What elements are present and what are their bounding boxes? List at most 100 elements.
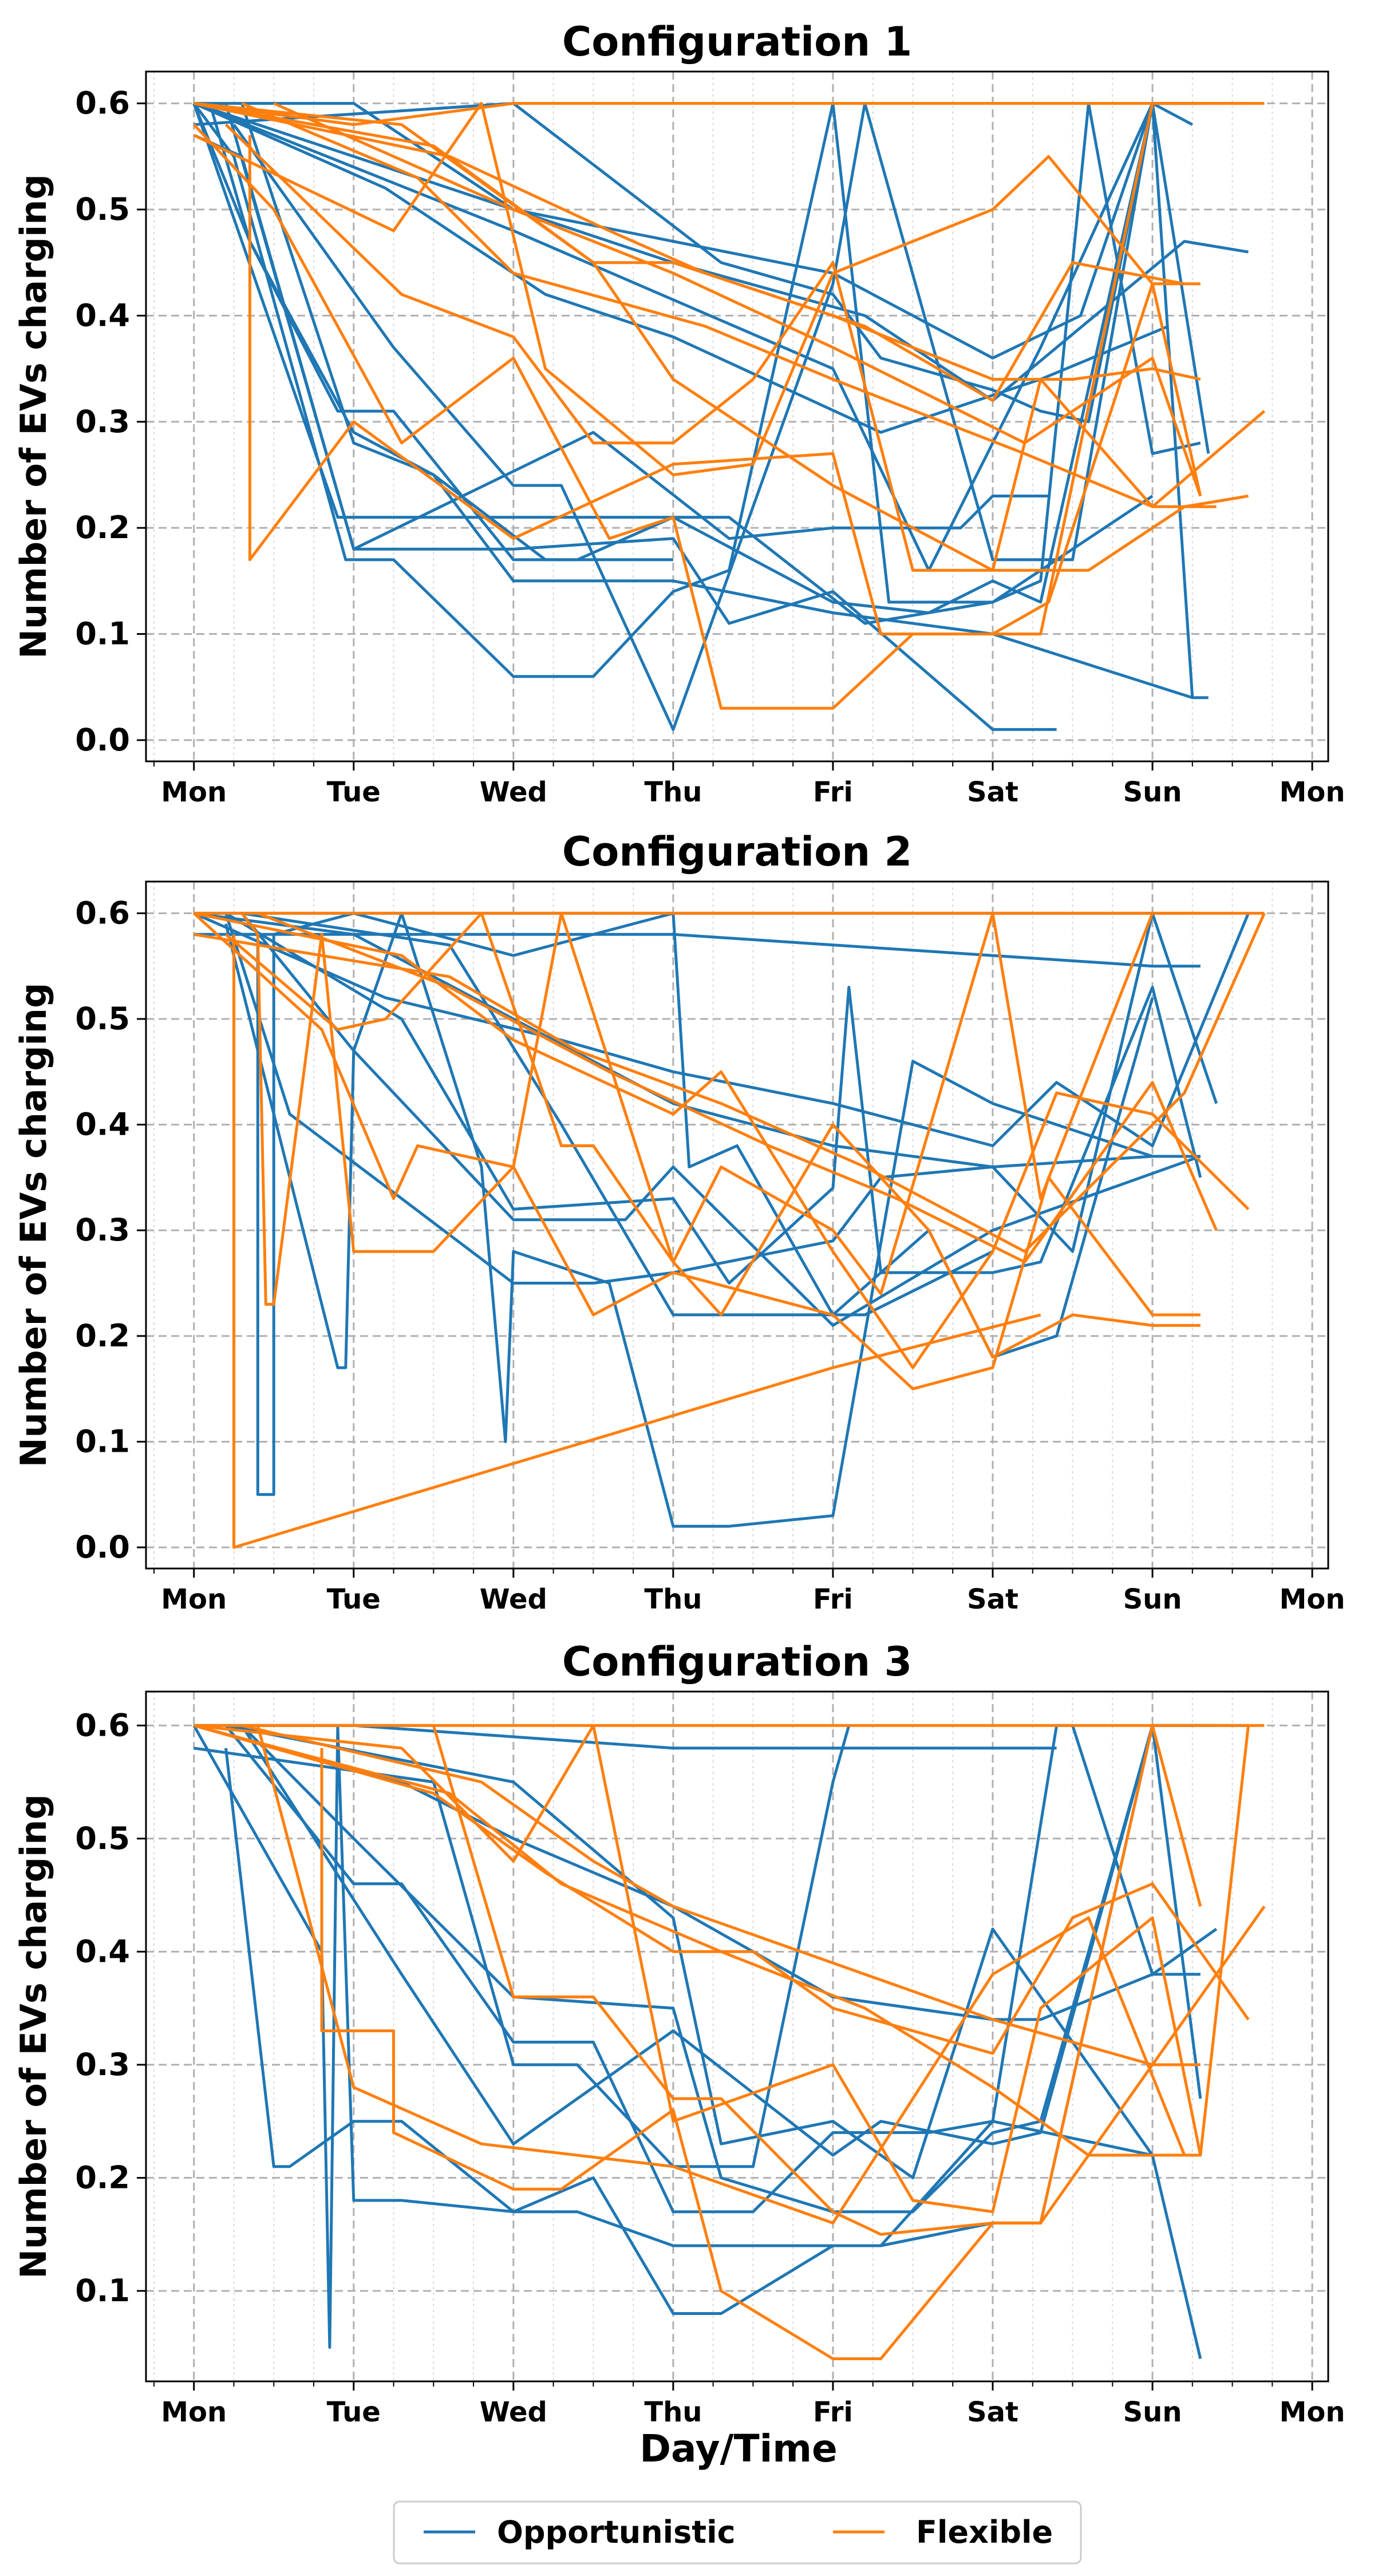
y-tick-label: 0.2 bbox=[75, 1318, 130, 1354]
grid bbox=[146, 882, 1328, 1568]
y-tick-label: 0.6 bbox=[75, 1707, 130, 1743]
series-line-opportunistic-9 bbox=[240, 102, 1193, 700]
chart-title: Configuration 2 bbox=[562, 828, 912, 875]
panels-layer: Mon Tue Wed Thu Fri Sat Sun Mon 0.0 0.1 0.2 0.3 0.4 0… bbox=[13, 18, 1345, 2428]
series-line-flexible-1 bbox=[194, 102, 1265, 127]
x-tick-label: Sun bbox=[1123, 2396, 1182, 2428]
series-line-flexible-3 bbox=[226, 1724, 1202, 2236]
x-tick-label: Sat bbox=[967, 2396, 1018, 2428]
y-tick-label: 0.2 bbox=[75, 509, 130, 546]
x-axis-label: Day/Time bbox=[639, 2427, 838, 2471]
series-layer bbox=[192, 1724, 1266, 2360]
chart-title: Configuration 1 bbox=[562, 18, 912, 65]
series-line-opportunistic-7 bbox=[226, 1724, 1154, 2179]
series-line-flexible-9 bbox=[194, 102, 1185, 402]
y-tick-label: 0.5 bbox=[75, 191, 130, 227]
series-line-opportunistic-5 bbox=[224, 911, 1218, 1285]
y-tick-label: 0.3 bbox=[75, 2046, 130, 2083]
chart-title: Configuration 3 bbox=[562, 1638, 912, 1685]
y-axis-label: Number of EVs charging bbox=[13, 174, 54, 659]
x-tick-label: Mon bbox=[1280, 1583, 1345, 1615]
y-tick-label: 0.4 bbox=[75, 1933, 130, 1969]
series-line-opportunistic-2 bbox=[192, 1724, 1202, 2360]
y-tick-label: 0.1 bbox=[75, 1423, 130, 1459]
series-line-flexible-5 bbox=[224, 911, 1201, 1359]
series-line-flexible-7 bbox=[194, 102, 1249, 572]
series-layer bbox=[193, 911, 1266, 1549]
series-line-flexible-6 bbox=[193, 102, 1202, 497]
y-tick-label: 0.6 bbox=[75, 85, 130, 121]
x-tick-label: Thu bbox=[644, 1583, 702, 1615]
x-tick-label: Wed bbox=[480, 1583, 547, 1615]
series-line-flexible-6 bbox=[194, 911, 1250, 1369]
series-line-flexible-7 bbox=[194, 1724, 1250, 2157]
series-line-opportunistic-8 bbox=[193, 912, 1250, 1147]
chart-panel-1: Mon Tue Wed Thu Fri Sat Sun Mon 0.0 0.1 0.2 0.3 0.4 0… bbox=[13, 18, 1345, 808]
y-tick-label: 0.0 bbox=[75, 1529, 130, 1565]
series-line-opportunistic-3 bbox=[232, 102, 1209, 731]
plot-frame bbox=[145, 70, 1329, 762]
x-tick-label: Tue bbox=[327, 1583, 381, 1615]
x-tick-label: Thu bbox=[644, 776, 702, 808]
series-line-flexible-7 bbox=[257, 912, 1218, 1264]
series-line-opportunistic-2 bbox=[224, 911, 1153, 1528]
x-tick-label: Tue bbox=[327, 2396, 381, 2428]
series-line-flexible-8 bbox=[194, 912, 1266, 1253]
series-line-opportunistic-9 bbox=[240, 912, 1201, 1327]
y-tick-label: 0.4 bbox=[75, 1107, 130, 1143]
series-line-opportunistic-2 bbox=[193, 133, 1057, 731]
series-line-flexible-2 bbox=[248, 135, 1201, 635]
series-opportunistic bbox=[192, 102, 1249, 731]
series-line-flexible-8 bbox=[241, 102, 1217, 508]
y-axis-label: Number of EVs charging bbox=[13, 1794, 54, 2279]
x-tick-label: Mon bbox=[161, 1583, 227, 1615]
plot-frame bbox=[145, 1690, 1329, 2383]
x-tick-label: Thu bbox=[644, 2396, 702, 2428]
series-flexible bbox=[193, 911, 1266, 1549]
chart-panel-3: Mon Tue Wed Thu Fri Sat Sun Mon 0.1 0.2 0.3 0.4 0.5 0… bbox=[13, 1638, 1345, 2428]
x-tick-label: Sat bbox=[967, 1583, 1018, 1615]
plot-frame bbox=[145, 880, 1329, 1570]
series-line-flexible-4 bbox=[224, 123, 1266, 572]
series-line-flexible-6 bbox=[241, 1724, 1266, 2067]
series-line-flexible-8 bbox=[256, 1725, 1186, 2225]
y-tick-label: 0.1 bbox=[75, 616, 130, 652]
x-tick-label: Mon bbox=[1280, 776, 1345, 808]
y-tick-label: 0.5 bbox=[75, 1001, 130, 1037]
x-tick-label: Mon bbox=[1280, 2396, 1345, 2428]
x-tick-label: Tue bbox=[327, 776, 381, 808]
chart-panel-2: Mon Tue Wed Thu Fri Sat Sun Mon 0.0 0.1 0.2 0.3 0.4 0… bbox=[13, 828, 1345, 1615]
x-tick-label: Fri bbox=[813, 2396, 853, 2428]
series-line-flexible-10 bbox=[273, 102, 1202, 497]
series-line-opportunistic-1 bbox=[226, 911, 1152, 1496]
series-line-opportunistic-8 bbox=[193, 102, 1249, 402]
legend-label-flexible: Flexible bbox=[916, 2514, 1053, 2550]
series-opportunistic bbox=[192, 1724, 1249, 2360]
series-opportunistic bbox=[193, 911, 1250, 1528]
x-tick-label: Fri bbox=[813, 776, 853, 808]
x-tick-label: Fri bbox=[813, 1583, 853, 1615]
y-tick-label: 0.4 bbox=[75, 297, 130, 333]
y-tick-label: 0.1 bbox=[75, 2273, 130, 2309]
series-line-opportunistic-7 bbox=[194, 102, 1201, 424]
series-line-opportunistic-5 bbox=[224, 102, 1049, 551]
x-tick-label: Sun bbox=[1123, 1583, 1182, 1615]
series-flexible bbox=[192, 102, 1266, 710]
grid bbox=[146, 72, 1328, 761]
x-tick-label: Sun bbox=[1123, 776, 1182, 808]
x-tick-label: Mon bbox=[161, 2396, 227, 2428]
y-tick-label: 0.3 bbox=[75, 1212, 130, 1248]
series-line-opportunistic-13 bbox=[208, 102, 673, 562]
x-tick-label: Mon bbox=[161, 776, 227, 808]
series-line-flexible-3 bbox=[240, 912, 1201, 1390]
series-line-opportunistic-4 bbox=[194, 933, 1201, 968]
legend-frame bbox=[393, 2500, 1082, 2565]
y-tick-label: 0.2 bbox=[75, 2159, 130, 2195]
x-tick-label: Wed bbox=[480, 776, 547, 808]
y-axis-label: Number of EVs charging bbox=[13, 983, 54, 1468]
y-tick-label: 0.6 bbox=[75, 895, 130, 931]
y-tick-label: 0.3 bbox=[75, 404, 130, 440]
series-line-flexible-2 bbox=[232, 934, 1041, 1549]
y-tick-label: 0.5 bbox=[75, 1820, 130, 1856]
